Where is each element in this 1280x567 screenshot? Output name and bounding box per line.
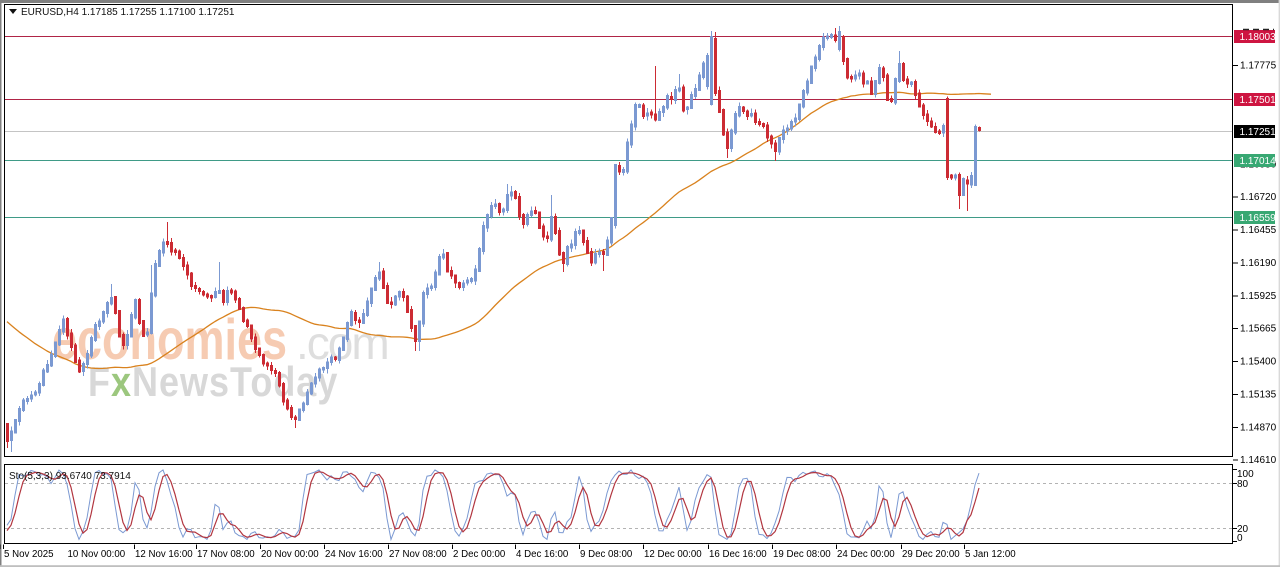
svg-text:80: 80: [1237, 479, 1249, 490]
svg-text:5 Jan 12:00: 5 Jan 12:00: [965, 549, 1016, 560]
svg-text:2 Dec 00:00: 2 Dec 00:00: [453, 549, 506, 560]
svg-text:1.14610: 1.14610: [1240, 455, 1277, 466]
svg-text:17 Nov 08:00: 17 Nov 08:00: [197, 549, 255, 560]
svg-text:1.17251: 1.17251: [1240, 127, 1277, 138]
svg-text:29 Dec 20:00: 29 Dec 20:00: [902, 549, 960, 560]
svg-text:1.16720: 1.16720: [1240, 192, 1277, 203]
svg-text:1.16559: 1.16559: [1240, 213, 1277, 224]
svg-text:20: 20: [1237, 524, 1249, 535]
svg-text:16 Dec 16:00: 16 Dec 16:00: [709, 549, 767, 560]
svg-text:20 Nov 00:00: 20 Nov 00:00: [261, 549, 319, 560]
svg-text:0: 0: [1237, 533, 1243, 544]
svg-text:1.17501: 1.17501: [1240, 95, 1277, 106]
svg-text:4 Dec 16:00: 4 Dec 16:00: [516, 549, 569, 560]
svg-text:100: 100: [1237, 469, 1254, 480]
svg-text:10 Nov 00:00: 10 Nov 00:00: [68, 549, 126, 560]
svg-text:1.16455: 1.16455: [1240, 225, 1277, 236]
svg-text:1.15665: 1.15665: [1240, 324, 1277, 335]
svg-text:1.14870: 1.14870: [1240, 423, 1277, 434]
svg-text:12 Dec 00:00: 12 Dec 00:00: [644, 549, 702, 560]
svg-text:24 Nov 16:00: 24 Nov 16:00: [325, 549, 383, 560]
svg-text:12 Nov 16:00: 12 Nov 16:00: [135, 549, 193, 560]
svg-text:1.16190: 1.16190: [1240, 258, 1277, 269]
svg-text:1.15135: 1.15135: [1240, 390, 1277, 401]
svg-text:FxNewsToday: FxNewsToday: [88, 360, 338, 406]
svg-text:EURUSD,H4 1.17185 1.17255 1.1: EURUSD,H4 1.17185 1.17255 1.17100 1.1725…: [21, 7, 235, 18]
svg-text:1.15400: 1.15400: [1240, 357, 1277, 368]
svg-text:27 Nov 08:00: 27 Nov 08:00: [389, 549, 447, 560]
svg-text:19 Dec 08:00: 19 Dec 08:00: [773, 549, 831, 560]
svg-text:1.17014: 1.17014: [1240, 156, 1277, 167]
svg-text:1.17775: 1.17775: [1240, 60, 1277, 71]
svg-text:Sto(5,3,3) 93.6740 73.7914: Sto(5,3,3) 93.6740 73.7914: [9, 471, 131, 482]
svg-text:1.15925: 1.15925: [1240, 291, 1277, 302]
svg-text:9 Dec 08:00: 9 Dec 08:00: [580, 549, 633, 560]
svg-text:5 Nov 2025: 5 Nov 2025: [4, 549, 54, 560]
svg-text:1.18003: 1.18003: [1240, 32, 1277, 43]
svg-text:24 Dec 00:00: 24 Dec 00:00: [837, 549, 895, 560]
